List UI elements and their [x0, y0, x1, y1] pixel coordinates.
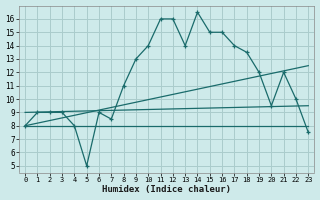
- X-axis label: Humidex (Indice chaleur): Humidex (Indice chaleur): [102, 185, 231, 194]
